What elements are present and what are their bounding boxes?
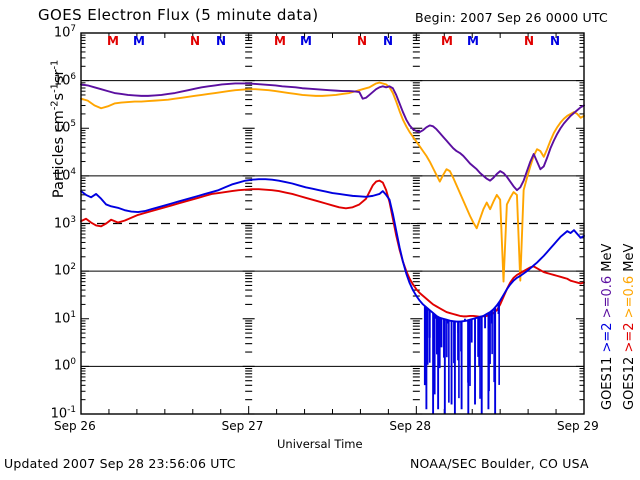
legend-energy-06mev: >=0.6 <box>622 275 637 319</box>
top-marker-n: N <box>550 34 561 48</box>
y-tick-label: 100 <box>53 357 76 374</box>
series-line <box>80 81 585 283</box>
x-tick-label: Sep 28 <box>389 419 432 433</box>
y-tick-label: 101 <box>53 309 76 327</box>
legend-satellite-name: GOES12 <box>622 356 637 410</box>
source-credit: NOAA/SEC Boulder, CO USA <box>410 456 589 471</box>
series-line <box>80 82 585 192</box>
x-tick-label: Sep 27 <box>221 419 264 433</box>
top-marker-m: M <box>300 34 312 48</box>
top-marker-n: N <box>383 34 394 48</box>
x-tick-label: Sep 29 <box>557 419 599 433</box>
series-line <box>80 178 585 323</box>
top-marker-n: N <box>190 34 201 48</box>
y-tick-label: 102 <box>53 262 76 279</box>
updated-timestamp: Updated 2007 Sep 28 23:56:06 UTC <box>4 456 236 471</box>
legend-energy-2mev: >=2 <box>600 322 615 353</box>
top-marker-m: M <box>467 34 479 48</box>
top-marker-n: N <box>524 34 535 48</box>
y-tick-label: 10-1 <box>50 405 76 422</box>
legend-satellite-name: GOES11 <box>600 356 615 410</box>
y-tick-label: 103 <box>53 214 76 231</box>
legend-energy-06mev: >=0.6 <box>600 275 615 319</box>
legend-goes11: GOES11 >=2 >=0.6 MeV <box>600 244 615 410</box>
top-marker-n: N <box>216 34 227 48</box>
x-axis-label: Universal Time <box>277 437 363 451</box>
y-tick-label: 104 <box>53 166 76 184</box>
y-tick-label: 105 <box>53 119 76 136</box>
legend-unit: MeV <box>600 243 615 272</box>
top-marker-m: M <box>441 34 453 48</box>
chart-title: GOES Electron Flux (5 minute data) <box>38 6 319 24</box>
top-marker-m: M <box>133 34 145 48</box>
x-tick-label: Sep 26 <box>54 419 96 433</box>
top-marker-m: M <box>107 34 119 48</box>
y-tick-label: 107 <box>53 24 76 41</box>
legend-energy-2mev: >=2 <box>622 322 637 353</box>
begin-time-label: Begin: 2007 Sep 26 0000 UTC <box>415 10 608 25</box>
top-marker-n: N <box>357 34 368 48</box>
legend-goes12: GOES12 >=2 >=0.6 MeV <box>622 244 637 410</box>
legend-unit: MeV <box>622 243 637 272</box>
y-tick-label: 106 <box>53 71 76 88</box>
top-marker-m: M <box>274 34 286 48</box>
